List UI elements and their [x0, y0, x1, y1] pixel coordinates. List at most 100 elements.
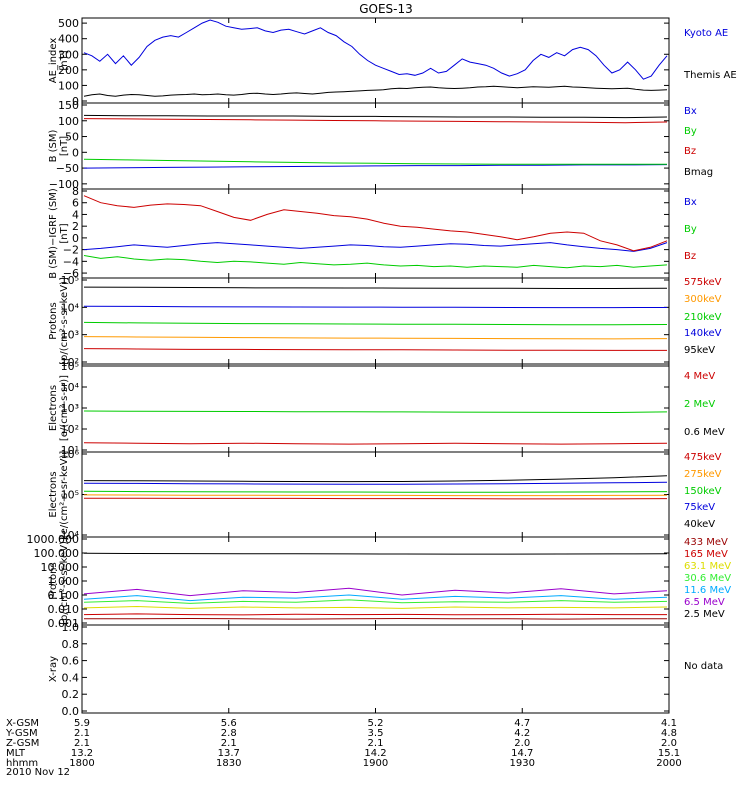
- x-axis-row-value: 4.8: [661, 728, 677, 739]
- y-tick-label: 200: [58, 64, 79, 77]
- series-line-210kev: [83, 321, 668, 326]
- legend-entry: Kyoto AE: [684, 28, 728, 39]
- y-tick-label: 0: [72, 232, 79, 245]
- legend-entry: 165 MeV: [684, 549, 728, 560]
- x-axis-row-value: 2.8: [221, 728, 237, 739]
- legend-entry: 210keV: [684, 312, 722, 323]
- series-line-433-mev: [84, 617, 667, 620]
- y-tick-label: 10³: [61, 329, 79, 342]
- y-axis-label: [p/(cm²-s-sr-keV)]: [59, 537, 70, 625]
- panel-7: 0.0010.0100.1001.00010.000100.0001000.00…: [27, 533, 732, 630]
- series-line-kyoto-ae: [83, 19, 668, 80]
- series-line-140kev: [83, 305, 668, 309]
- x-axis-row-value: 2.1: [74, 738, 90, 749]
- x-axis-row-value: 2.0: [514, 738, 530, 749]
- x-axis-row-value: 5.2: [368, 718, 384, 729]
- y-axis-label: [p/(cm²-s-sr-keV)]: [59, 277, 70, 365]
- series-line-4-mev: [83, 442, 668, 445]
- y-axis-label: [e/(cm²-s-sr)]: [59, 375, 70, 441]
- y-axis-label: [nT]: [59, 136, 70, 156]
- panel-frame: [81, 363, 670, 453]
- x-axis-row-label: Z-GSM: [6, 738, 39, 749]
- legend-entry: Bz: [684, 146, 696, 157]
- y-tick-label: 10⁴: [61, 381, 80, 394]
- no-data-label: No data: [684, 661, 723, 672]
- x-axis-row-label: X-GSM: [6, 718, 39, 729]
- series-line-475kev: [84, 497, 668, 500]
- legend-entry: 275keV: [684, 469, 722, 480]
- legend-entry: Bx: [684, 197, 697, 208]
- x-axis-row-value: 1830: [216, 758, 241, 769]
- y-tick-label: 0.2: [62, 688, 80, 701]
- y-tick-label: 4: [72, 208, 79, 221]
- series-line-bz: [83, 195, 668, 252]
- y-tick-label: 10⁵: [61, 489, 79, 502]
- y-tick-label: 6: [72, 197, 79, 210]
- legend-entry: 6.5 MeV: [684, 597, 725, 608]
- y-tick-label: 10⁶: [61, 448, 80, 461]
- y-tick-label: 0: [72, 95, 79, 108]
- panel-frame: [81, 451, 670, 538]
- legend-entry: 30.6 MeV: [684, 573, 731, 584]
- legend-entry: 95keV: [684, 345, 715, 356]
- x-axis-table: X-GSM 5.9 5.6 5.2 4.7 4.1Y-GSM 2.1 2.8 3.5 4.2 4.8…: [5, 718, 682, 769]
- panel-4: 10² 10³ 10⁴ 10⁵ Protons [p/(cm²-s-sr-keV)] 575…: [48, 274, 722, 369]
- legend-entry: 4 MeV: [684, 371, 715, 382]
- series-line-bx: [83, 242, 668, 252]
- y-axis-label: Protons: [48, 562, 59, 599]
- x-axis-row-value: 14.2: [364, 748, 386, 759]
- x-axis-row-value: 1900: [363, 758, 388, 769]
- y-axis-label: B (SM)−IGRF (SM): [48, 188, 59, 279]
- y-tick-label: 0.100: [48, 589, 80, 602]
- series-line-75kev: [83, 481, 668, 485]
- y-tick-label: 10⁵: [61, 274, 79, 287]
- series-line-40kev: [83, 475, 668, 483]
- y-tick-label: 0.010: [48, 603, 80, 616]
- y-tick-label: −100: [49, 178, 79, 191]
- y-tick-label: 400: [58, 33, 79, 46]
- y-tick-label: 10.000: [41, 561, 80, 574]
- y-axis-label: [e/(cm²-s-sr-keV)]: [59, 451, 70, 539]
- series-line-150kev: [83, 490, 668, 493]
- y-tick-label: 300: [58, 48, 79, 61]
- y-tick-label: 8: [72, 185, 79, 198]
- x-axis-row-value: 13.2: [71, 748, 93, 759]
- legend-entry: Bz: [684, 251, 696, 262]
- plot-title: GOES-13: [359, 2, 413, 16]
- y-tick-label: 1.0: [62, 621, 80, 634]
- y-tick-label: 10²: [61, 423, 79, 436]
- panel-frame: [81, 277, 670, 365]
- legend-entry: Bmag: [684, 167, 713, 178]
- x-axis-row-label: hhmm: [6, 758, 38, 769]
- y-tick-label: −50: [56, 162, 79, 175]
- legend-entry: 40keV: [684, 519, 715, 530]
- x-axis-row-value: 2.1: [74, 728, 90, 739]
- x-axis-row-value: 15.1: [658, 748, 680, 759]
- y-tick-label: 500: [58, 17, 79, 30]
- x-axis-row-value: 2.1: [221, 738, 237, 749]
- legend-entry: 75keV: [684, 502, 715, 513]
- y-tick-label: 50: [65, 131, 79, 144]
- y-tick-label: 10⁴: [61, 529, 80, 542]
- y-tick-label: 0.8: [62, 638, 80, 651]
- series-line-165-mev: [83, 613, 667, 616]
- legend-entry: 2.5 MeV: [684, 609, 725, 620]
- x-axis-row-value: 2000: [656, 758, 681, 769]
- x-axis-row-value: 4.7: [514, 718, 530, 729]
- series-line-2-5-mev: [83, 552, 668, 555]
- x-axis-row-value: 13.7: [218, 748, 240, 759]
- x-axis-row-value: 5.6: [221, 718, 237, 729]
- legend-entry: 0.6 MeV: [684, 427, 725, 438]
- y-axis-label: [nT]: [59, 50, 70, 70]
- series-line-bmag: [83, 114, 668, 119]
- panel-2: 150 100 50 0 −50 −100 B (SM) [nT] Bx By Bz Bmag: [48, 99, 713, 191]
- x-axis-row-value: 1800: [69, 758, 94, 769]
- panel-frame: [81, 536, 670, 626]
- y-tick-label: 0.001: [48, 617, 80, 630]
- panel-5: 10¹ 10² 10³ 10⁴ 10⁵ Electrons [e/(cm²-s-sr)] 4 …: [48, 360, 725, 457]
- y-axis-label: Electrons: [48, 471, 59, 517]
- y-tick-label: 100.000: [34, 547, 80, 560]
